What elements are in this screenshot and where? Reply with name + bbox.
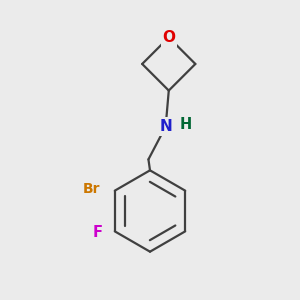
Text: O: O xyxy=(162,30,175,45)
Text: Br: Br xyxy=(82,182,100,196)
Text: F: F xyxy=(93,225,103,240)
Text: N: N xyxy=(159,119,172,134)
Text: H: H xyxy=(180,118,192,133)
